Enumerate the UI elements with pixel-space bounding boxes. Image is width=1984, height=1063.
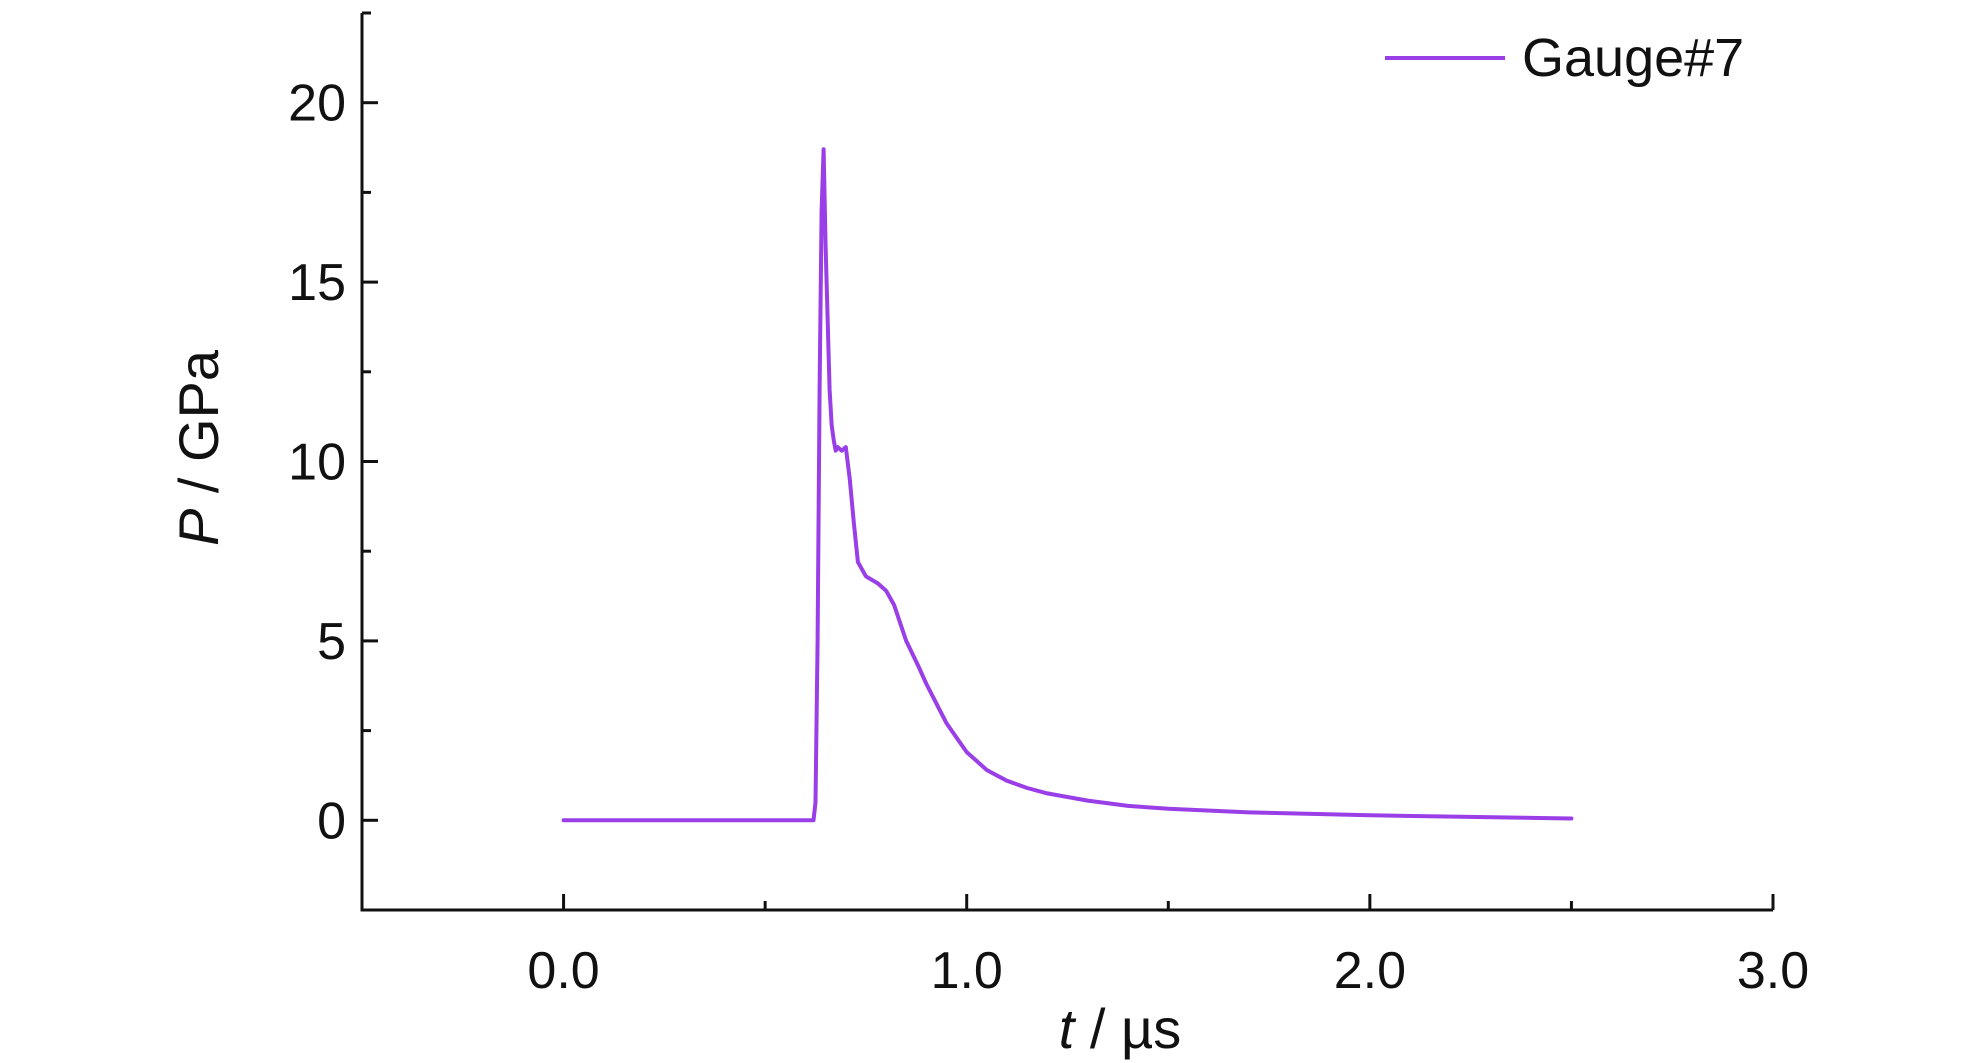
- x-axis-var: t: [1059, 997, 1077, 1060]
- series-line: [561, 147, 1574, 823]
- x-tick-label: 3.0: [1737, 942, 1809, 1000]
- legend: Gauge#7: [1385, 28, 1744, 88]
- legend-label: Gauge#7: [1522, 28, 1744, 88]
- axes: [360, 13, 1773, 912]
- ticks: 0 5 10 15 20 0.0 1.0 2.0 3.0: [288, 11, 1809, 1000]
- y-tick-label: 10: [288, 434, 346, 492]
- y-tick-label: 5: [317, 613, 346, 671]
- x-tick-label: 2.0: [1334, 942, 1406, 1000]
- y-tick-label: 20: [288, 75, 346, 133]
- x-axis-title: t / µs: [1059, 997, 1182, 1060]
- y-axis-title: P / GPa: [167, 349, 230, 546]
- x-tick-label: 1.0: [931, 942, 1003, 1000]
- y-axis-var: P: [167, 509, 230, 546]
- y-tick-label: 0: [317, 792, 346, 850]
- y-tick-label: 15: [288, 254, 346, 312]
- series-layer: [561, 147, 1574, 823]
- x-tick-label: 0.0: [527, 942, 599, 1000]
- y-axis-unit: / GPa: [167, 349, 230, 509]
- x-axis-unit: / µs: [1074, 997, 1181, 1060]
